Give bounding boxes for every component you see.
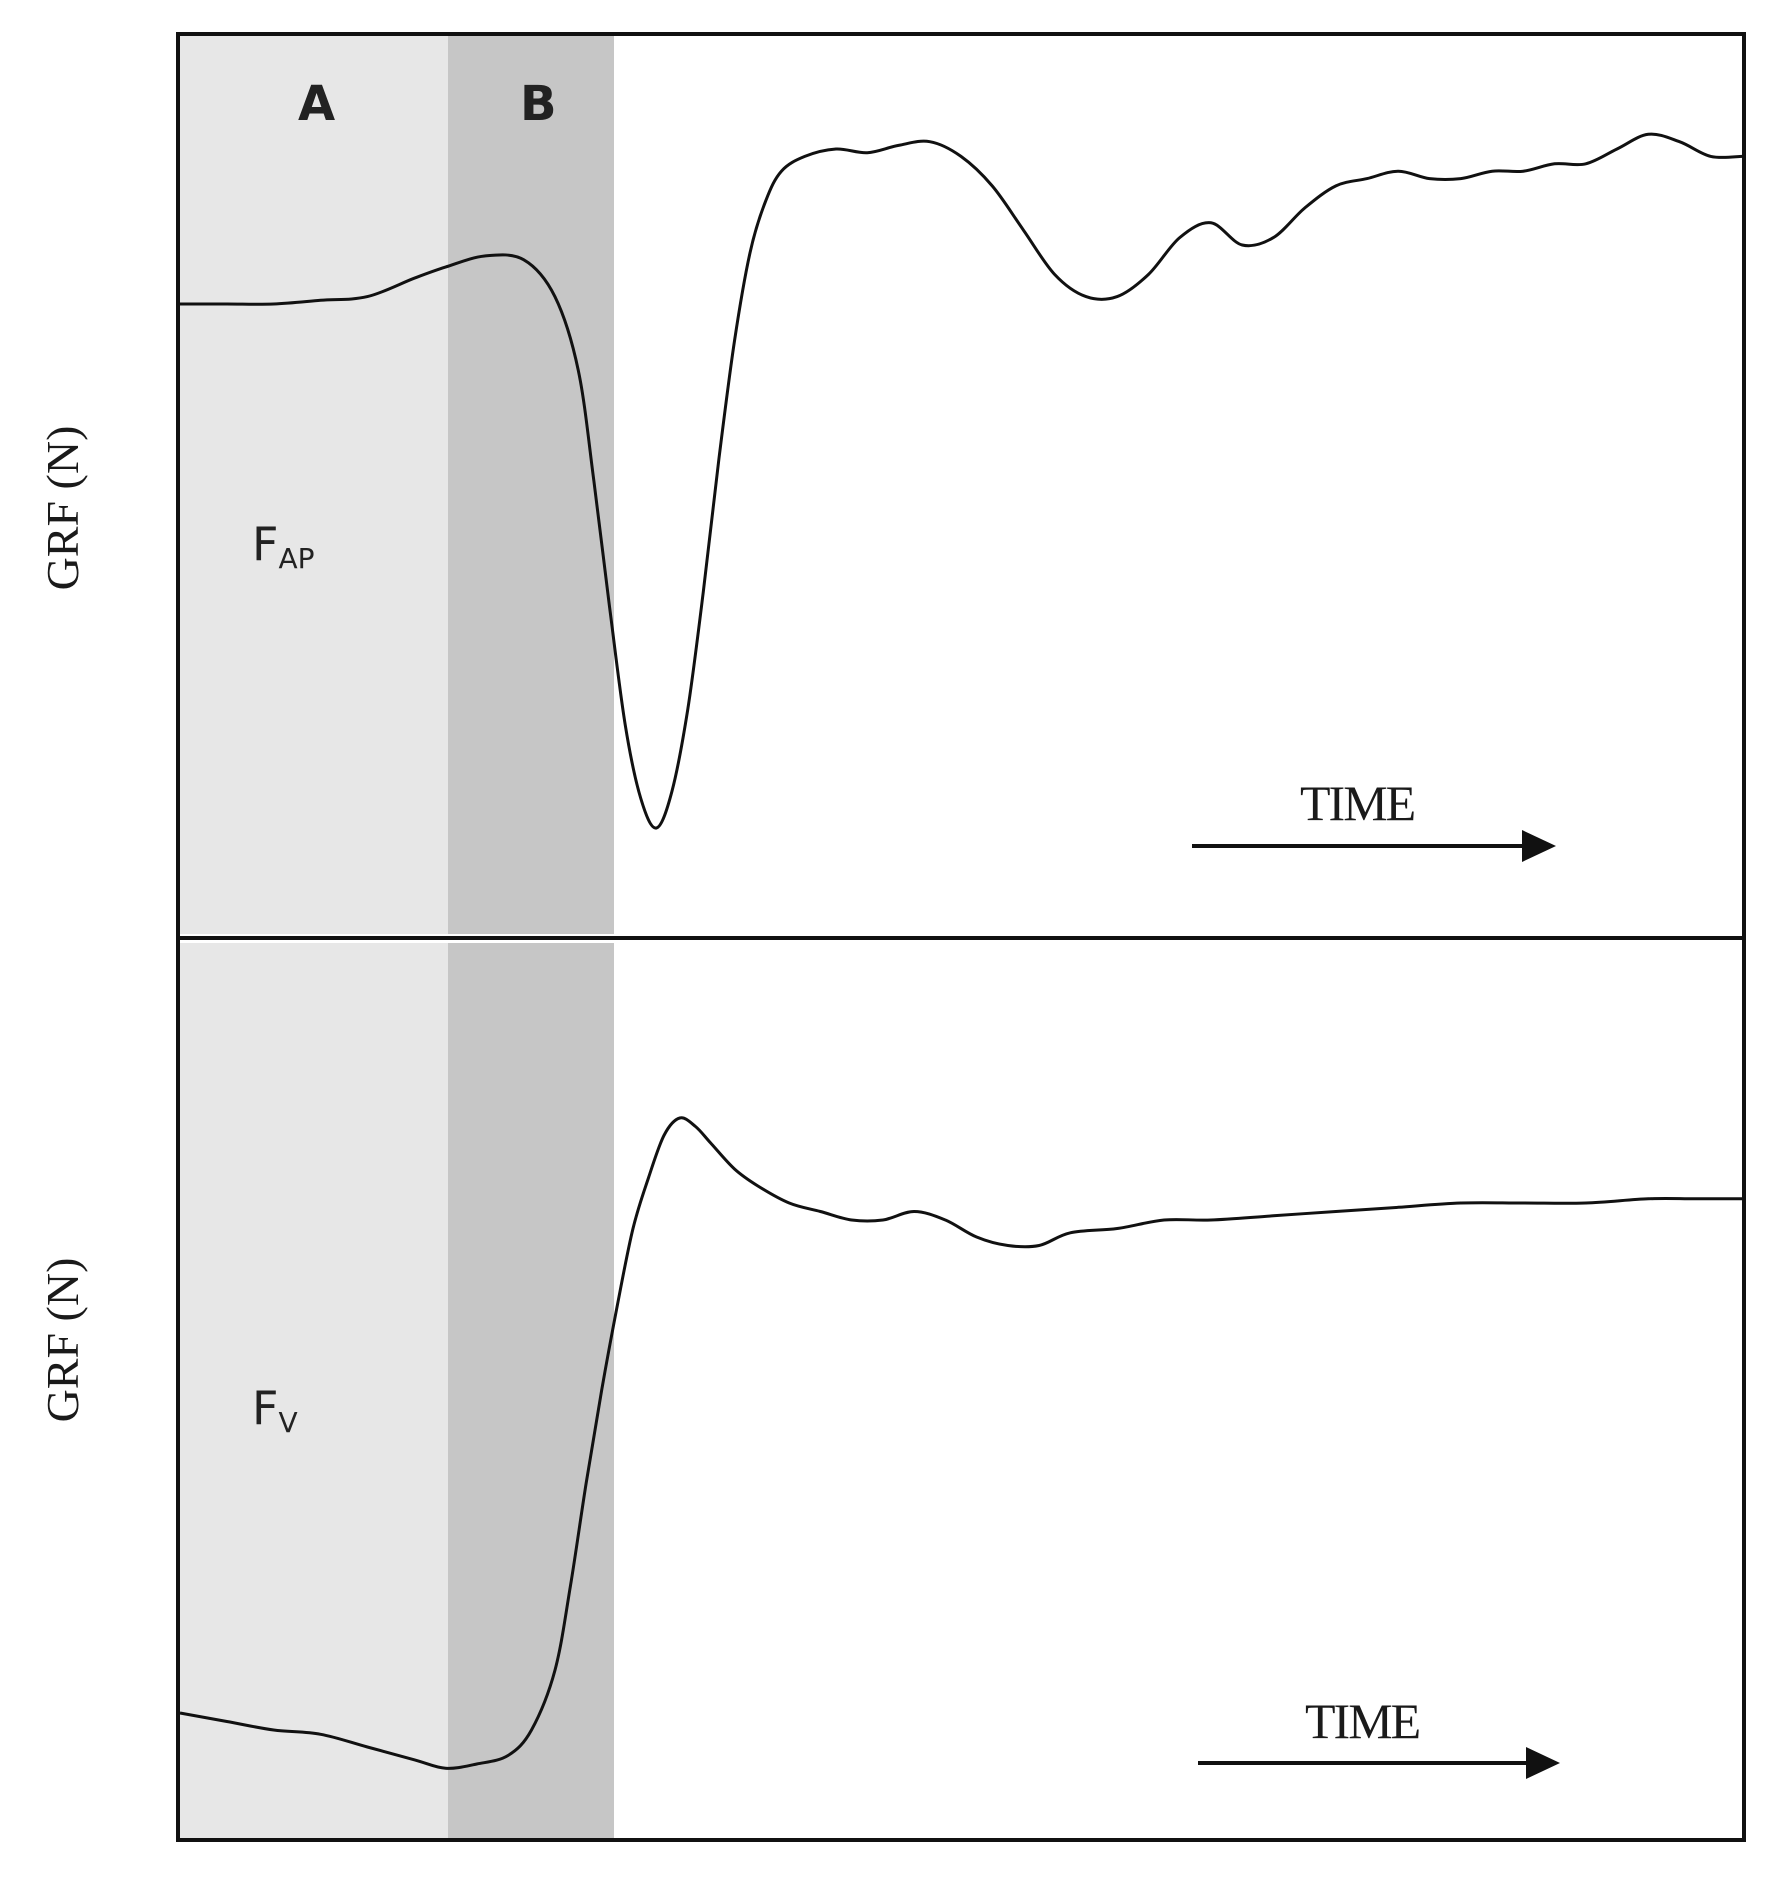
phase-b-region-bottom <box>448 943 614 1840</box>
phase-b-label: B <box>520 76 557 132</box>
fv-series-label: FV <box>252 1381 298 1439</box>
panel-v: FV TIME <box>178 943 1742 1840</box>
phase-a-label: A <box>298 76 335 132</box>
fap-line <box>179 132 1743 830</box>
time-arrowhead-top <box>1522 830 1556 862</box>
time-label-bottom: TIME <box>1305 1693 1420 1749</box>
time-label-top: TIME <box>1300 775 1415 831</box>
fap-series-label: FAP <box>252 517 315 575</box>
panel-ap: A B FAP TIME <box>178 34 1743 934</box>
fv-line <box>179 1116 1742 1770</box>
phase-a-region <box>178 34 448 934</box>
y-axis-label-bottom: GRF (N) <box>37 1258 88 1423</box>
time-arrowhead-bottom <box>1526 1747 1560 1779</box>
y-axis-label-top: GRF (N) <box>37 426 88 591</box>
phase-b-region <box>448 34 614 934</box>
phase-a-region-bottom <box>178 943 448 1840</box>
